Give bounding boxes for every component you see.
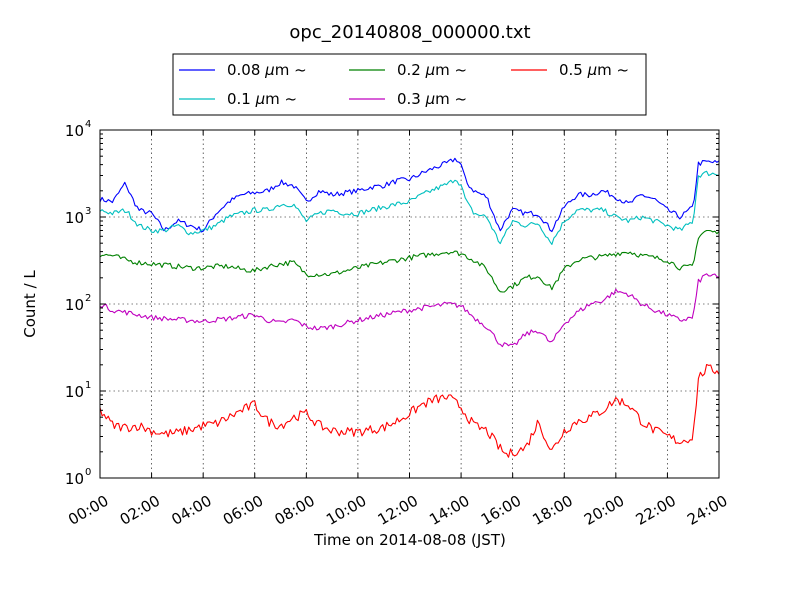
y-tick-label-base: 10: [65, 383, 84, 401]
series-line-0_3: [99, 273, 720, 348]
y-tick-label-exponent: 0: [85, 467, 91, 478]
tick-marks: [99, 129, 720, 479]
y-tick-label: 10 0: [65, 467, 91, 488]
y-tick-label-exponent: 3: [85, 206, 91, 217]
y-tick-label-exponent: 2: [85, 293, 91, 304]
series-line-0_08: [99, 157, 720, 233]
y-tick-label-exponent: 1: [85, 380, 91, 391]
legend-frame: [172, 53, 647, 116]
legend-entry: 0.2 μm ~: [349, 61, 467, 79]
legend: 0.08 μm ~ 0.1 μm ~ 0.2 μm ~ 0.3 μm ~ 0.5 μm …: [172, 53, 647, 116]
y-tick-label-base: 10: [65, 296, 84, 314]
y-tick-label: 10 4: [65, 119, 91, 140]
legend-entries: 0.08 μm ~ 0.1 μm ~ 0.2 μm ~ 0.3 μm ~ 0.5 μm …: [179, 61, 629, 108]
y-tick-label: 10 2: [65, 293, 91, 314]
legend-label: 0.08 μm ~: [227, 61, 307, 79]
legend-label: 0.3 μm ~: [397, 90, 467, 108]
y-tick-label-base: 10: [65, 122, 84, 140]
y-tick-label-exponent: 4: [85, 119, 91, 130]
series-line-0_2: [99, 229, 720, 293]
y-tick-label-base: 10: [65, 470, 84, 488]
legend-entry: 0.3 μm ~: [349, 90, 467, 108]
series-line-0_1: [99, 170, 720, 245]
y-tick-label: 10 1: [65, 380, 91, 401]
chart-title: opc_20140808_000000.txt: [289, 22, 530, 43]
series-layer: [99, 157, 720, 458]
legend-entry: 0.08 μm ~: [179, 61, 307, 79]
series-line-0_5: [99, 363, 720, 458]
legend-label: 0.2 μm ~: [397, 61, 467, 79]
plot-area: [99, 129, 720, 479]
y-axis-label: Count / L: [21, 270, 39, 338]
y-tick-label-base: 10: [65, 209, 84, 227]
legend-entry: 0.5 μm ~: [511, 61, 629, 79]
plot-background: [100, 130, 719, 478]
legend-entry: 0.1 μm ~: [179, 90, 297, 108]
x-axis-label: Time on 2014-08-08 (JST): [313, 531, 506, 549]
legend-label: 0.1 μm ~: [227, 90, 297, 108]
y-tick-label: 10 3: [65, 206, 91, 227]
legend-label: 0.5 μm ~: [559, 61, 629, 79]
